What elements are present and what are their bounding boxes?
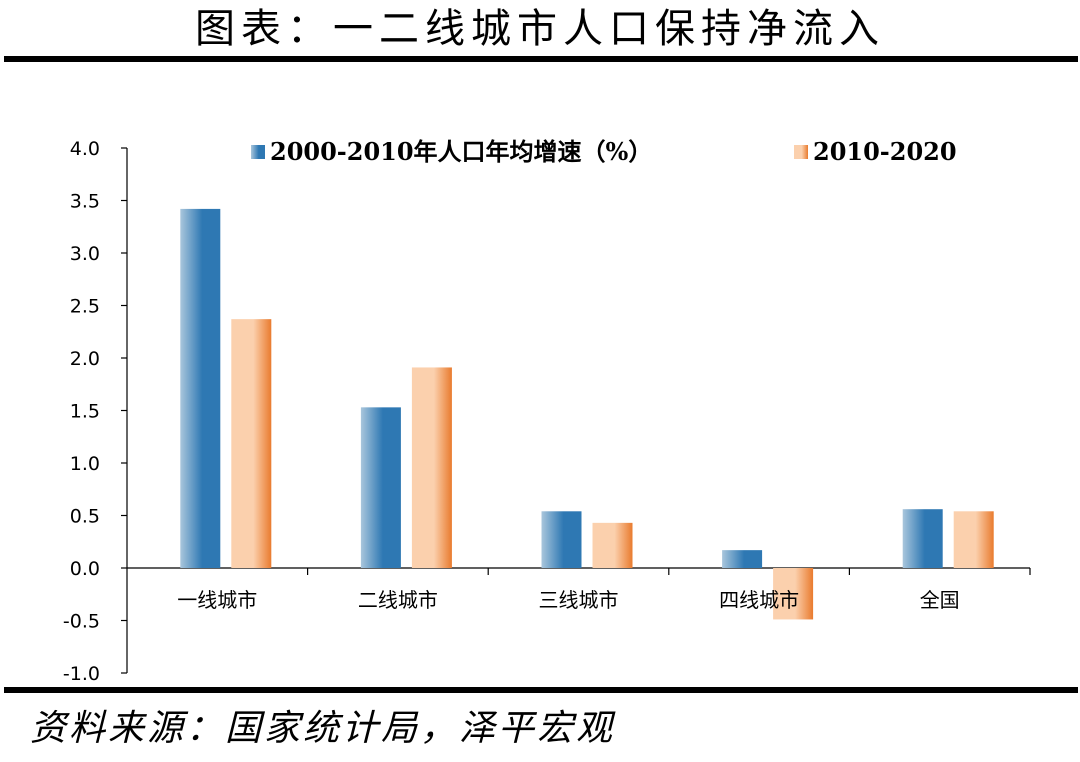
legend-label-2: 2010-2020 [813, 137, 957, 166]
y-tick-label: 4.0 [70, 138, 100, 160]
x-category-label: 一线城市 [177, 588, 257, 612]
y-tick-label: -0.5 [63, 611, 100, 633]
y-tick-label: 3.5 [70, 191, 100, 213]
legend-label-1: 2000-2010年人口年均增速（%） [270, 137, 652, 166]
y-tick-label: 1.5 [70, 401, 100, 423]
bar-series-1 [722, 550, 763, 568]
bar-series-1 [541, 511, 582, 568]
x-category-label: 二线城市 [358, 588, 438, 612]
bar-chart: 4.0 3.5 3.0 2.5 2.0 1.5 1.0 0.5 0.0 -0.5 -1.0 一线城市 二… [63, 137, 1031, 685]
page-title: 图表：一二线城市人口保持净流入 [195, 6, 885, 52]
bars [180, 208, 994, 620]
bar-series-2 [773, 568, 814, 620]
legend: 2000-2010年人口年均增速（%） 2010-2020 [251, 137, 957, 166]
legend-swatch-1 [251, 145, 265, 159]
source-note: 资料来源：国家统计局，泽平宏观 [30, 708, 616, 749]
tick-labels: 4.0 3.5 3.0 2.5 2.0 1.5 1.0 0.5 0.0 -0.5 -1.0 一线城市 二… [63, 138, 960, 685]
y-tick-label: 0.0 [70, 558, 100, 580]
bar-series-2 [411, 367, 452, 568]
bar-series-1 [360, 407, 401, 568]
x-category-label: 全国 [920, 588, 960, 612]
y-tick-label: 2.0 [70, 348, 100, 370]
y-tick-label: 2.5 [70, 296, 100, 318]
bar-series-2 [953, 511, 994, 568]
footer-divider [4, 687, 1078, 693]
legend-swatch-2 [794, 145, 808, 159]
bar-series-2 [592, 522, 633, 568]
y-tick-label: -1.0 [63, 663, 100, 685]
bar-series-1 [902, 509, 943, 568]
x-category-label: 三线城市 [539, 588, 619, 612]
y-tick-label: 3.0 [70, 243, 100, 265]
title-divider [4, 56, 1078, 62]
y-tick-label: 0.5 [70, 506, 100, 528]
y-tick-label: 1.0 [70, 453, 100, 475]
x-category-label: 四线城市 [719, 588, 799, 612]
bar-series-1 [180, 208, 221, 568]
bar-series-2 [231, 319, 272, 568]
